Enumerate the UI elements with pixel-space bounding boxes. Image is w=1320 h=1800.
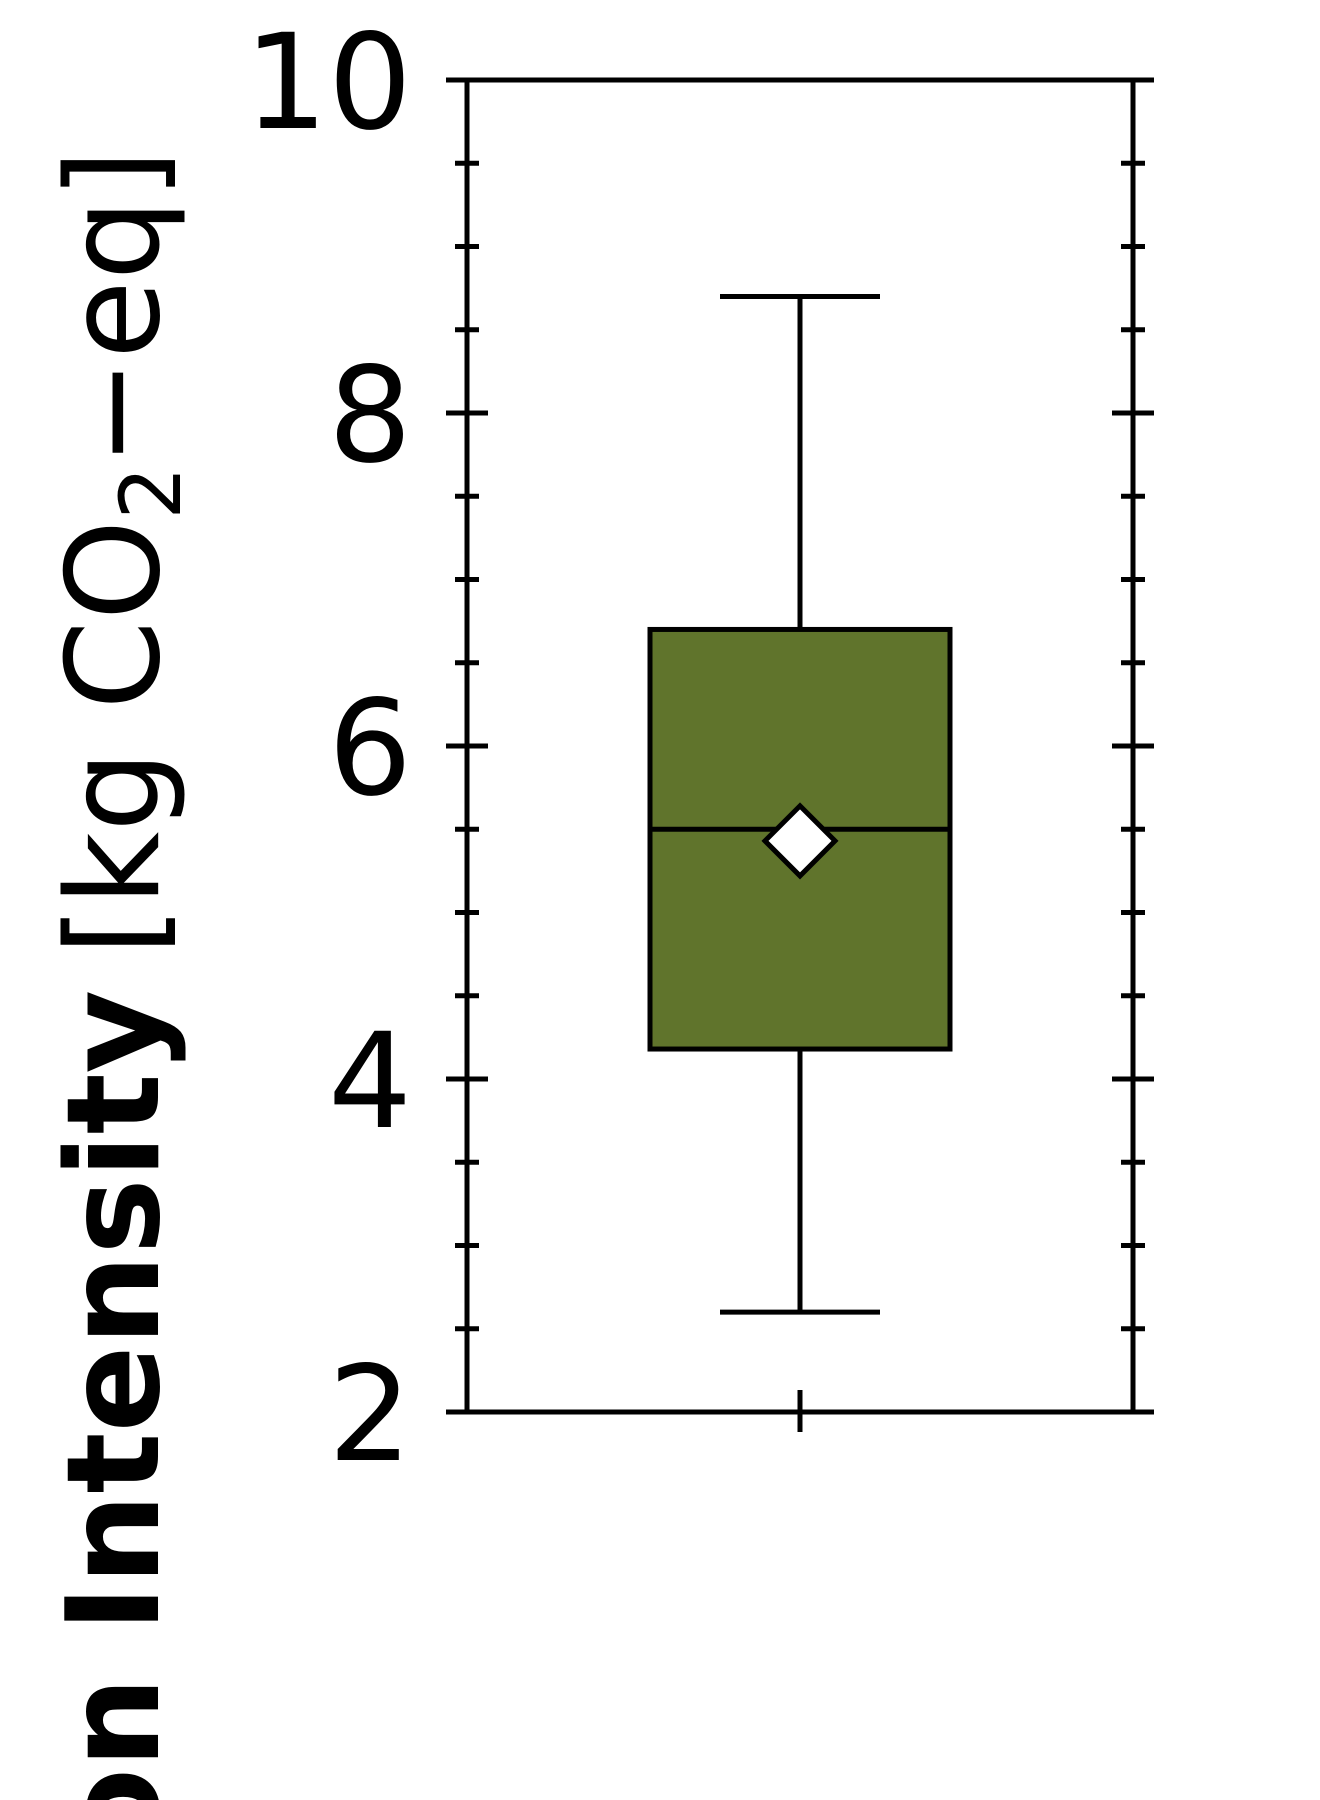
y-tick-label: 4 [328,1005,412,1159]
y-axis-label-unit-prefix: [kg CO [40,520,189,956]
y-axis-label-main: Carbon Intensity [40,990,189,1800]
y-tick-label: 10 [244,6,412,160]
y-axis-label-unit-suffix: −eq] [40,149,189,466]
y-tick-label: 2 [328,1338,412,1492]
box-plot [647,293,953,1315]
y-axis-ticks [446,77,1154,1415]
y-tick-label: 6 [328,672,412,826]
y-axis-label-unit-subscript: 2 [102,466,200,519]
y-axis-tick-labels: 2 4 6 8 10 [244,6,412,1492]
y-axis-label: Carbon Intensity [kg CO2−eq] [40,149,200,1800]
mean-marker [761,802,839,880]
y-tick-label: 8 [328,339,412,493]
